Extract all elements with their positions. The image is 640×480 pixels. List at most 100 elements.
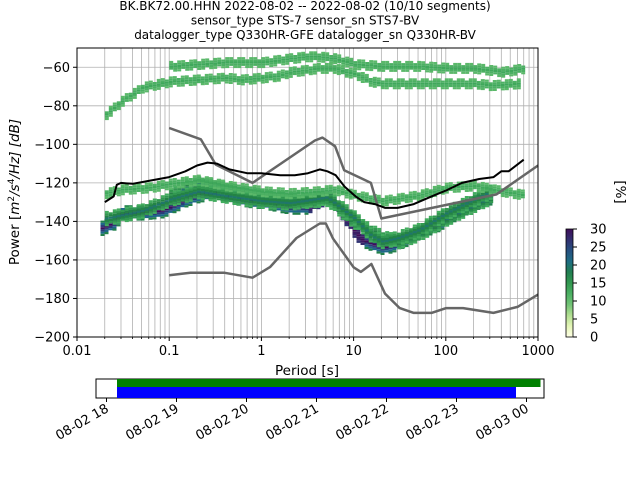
heatmap-cell (177, 62, 182, 65)
heatmap-cell (205, 65, 210, 68)
heatmap-cell (445, 65, 450, 68)
heatmap-cell (312, 195, 317, 198)
heatmap-cell (516, 87, 521, 90)
heatmap-cell (401, 63, 406, 66)
heatmap-cell (200, 186, 205, 189)
heatmap-cell (476, 87, 481, 90)
heatmap-cell (485, 71, 490, 74)
heatmap-cell (160, 182, 165, 185)
heatmap-cell (221, 66, 226, 69)
heatmap-cell (136, 91, 141, 94)
heatmap-cell (464, 183, 469, 186)
heatmap-cell (193, 59, 198, 62)
heatmap-cell (184, 205, 189, 208)
heatmap-cell (128, 190, 133, 193)
heatmap-cell (444, 87, 449, 90)
heatmap-cell (120, 98, 125, 101)
heatmap-cell (112, 211, 117, 214)
heatmap-cell (196, 195, 201, 198)
y-tick-label: −100 (34, 138, 70, 153)
heatmap-cell (241, 61, 246, 64)
heatmap-cell (248, 202, 253, 206)
heatmap-cell (192, 179, 197, 182)
heatmap-cell (332, 203, 337, 206)
heatmap-cell (485, 202, 490, 206)
heatmap-cell (288, 190, 293, 193)
heatmap-cell (392, 240, 397, 243)
heatmap-cell (192, 83, 197, 86)
heatmap-cell (517, 70, 522, 73)
heatmap-cell (344, 71, 349, 74)
heatmap-cell (408, 198, 413, 201)
heatmap-cell (448, 210, 453, 213)
heatmap-cell (208, 73, 213, 76)
heatmap-cell (268, 78, 273, 81)
heatmap-cell (245, 63, 250, 66)
heatmap-cell (324, 65, 329, 68)
heatmap-cell (388, 201, 393, 204)
heatmap-cell (104, 215, 109, 218)
heatmap-cell (340, 203, 345, 206)
heatmap-cell (112, 104, 117, 107)
heatmap-cell (176, 191, 181, 194)
heatmap-cell (345, 218, 350, 221)
heatmap-cell (344, 217, 349, 220)
heatmap-cell (412, 82, 417, 85)
heatmap-cell (445, 62, 450, 65)
heatmap-cell (164, 185, 169, 189)
heatmap-cell (396, 82, 401, 85)
heatmap-cell (301, 206, 306, 209)
heatmap-cell (333, 62, 338, 65)
heatmap-cell (448, 216, 453, 220)
heatmap-cell (464, 207, 469, 210)
heatmap-cell (169, 63, 174, 66)
heatmap-cell (184, 203, 189, 206)
heatmap-cell (461, 214, 466, 217)
heatmap-cell (112, 222, 117, 225)
heatmap-cell (300, 187, 305, 190)
heatmap-cell (460, 78, 465, 81)
heatmap-cell (196, 81, 201, 84)
heatmap-cell (272, 77, 277, 80)
heatmap-cell (144, 204, 149, 207)
heatmap-cell (180, 190, 185, 193)
heatmap-cell (364, 198, 369, 202)
heatmap-cell (484, 199, 489, 202)
heatmap-cell (336, 66, 341, 69)
heatmap-cell (364, 244, 369, 247)
heatmap-cell (152, 186, 157, 189)
heatmap-cell (136, 213, 141, 216)
heatmap-cell (368, 229, 373, 232)
heatmap-cell (112, 228, 117, 231)
heatmap-cell (156, 201, 161, 204)
heatmap-cell (216, 77, 221, 80)
heatmap-cell (212, 82, 217, 85)
heatmap-cell (244, 78, 249, 81)
heatmap-cell (292, 199, 297, 202)
heatmap-cell (204, 180, 209, 183)
heatmap-cell (393, 69, 398, 72)
heatmap-cell (301, 58, 306, 61)
heatmap-cell (232, 186, 237, 189)
heatmap-cell (369, 62, 374, 65)
heatmap-cell (380, 242, 385, 245)
heatmap-cell (372, 200, 377, 203)
heatmap-cell (260, 192, 265, 195)
heatmap-cell (256, 77, 261, 80)
heatmap-cell (104, 221, 109, 225)
heatmap-cell (380, 202, 385, 205)
heatmap-cell (424, 220, 429, 223)
heatmap-cell (216, 193, 221, 196)
heatmap-cell (412, 80, 417, 83)
heatmap-cell (108, 193, 113, 196)
heatmap-cell (316, 67, 321, 70)
heatmap-cell (424, 194, 429, 197)
heatmap-cell (116, 194, 121, 197)
heatmap-cell (517, 66, 522, 69)
heatmap-cell (440, 192, 445, 195)
heatmap-cell (372, 81, 377, 84)
heatmap-cell (144, 81, 149, 84)
heatmap-cell (193, 65, 198, 69)
heatmap-cell (272, 191, 277, 194)
heatmap-cell (177, 60, 182, 63)
